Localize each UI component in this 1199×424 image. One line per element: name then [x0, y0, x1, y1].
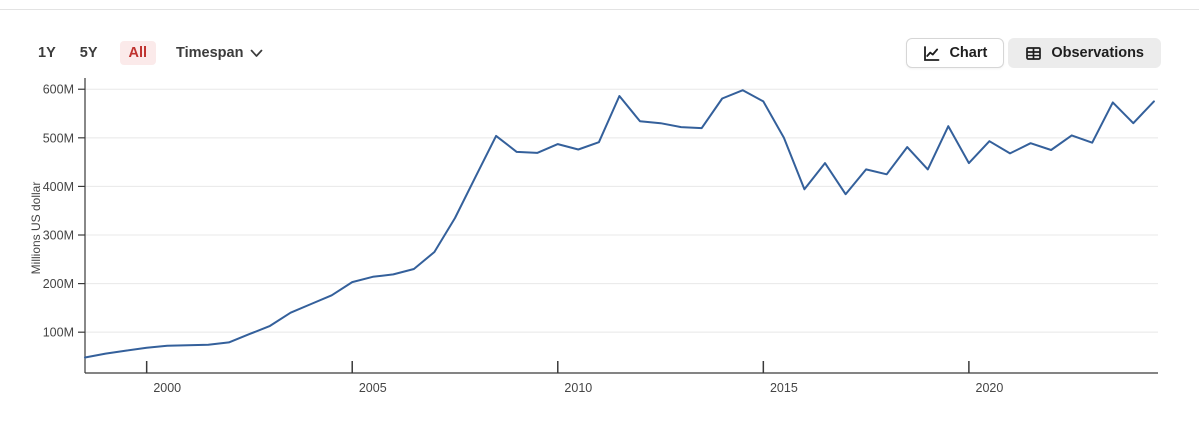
y-tick-label: 600M [43, 83, 74, 97]
table-icon [1025, 45, 1042, 62]
range-button-1y[interactable]: 1Y [38, 44, 56, 61]
y-tick-label: 100M [43, 326, 74, 340]
y-tick-label: 500M [43, 131, 74, 145]
chart-view-label: Chart [949, 44, 988, 61]
timespan-controls: 1Y 5Y All Timespan [36, 40, 263, 66]
x-tick-label: 2010 [564, 381, 592, 395]
chevron-down-icon [250, 45, 263, 63]
range-button-5y[interactable]: 5Y [79, 44, 98, 61]
chart-view-button[interactable]: Chart [906, 38, 1005, 68]
view-toggle: Chart Observations [906, 38, 1161, 68]
y-axis-title: Millions US dollar [29, 182, 43, 275]
y-tick-label: 200M [43, 277, 74, 291]
top-divider [0, 9, 1199, 10]
observations-view-button[interactable]: Observations [1008, 38, 1161, 68]
x-tick-label: 2020 [976, 381, 1004, 395]
series-line [84, 89, 1155, 359]
x-tick-label: 2005 [359, 381, 387, 395]
observations-view-label: Observations [1051, 44, 1144, 61]
chart-toolbar: 1Y 5Y All Timespan Chart [36, 38, 1161, 68]
line-chart-icon [923, 45, 940, 62]
y-tick-label: 400M [43, 180, 74, 194]
timespan-dropdown-label: Timespan [176, 44, 244, 61]
x-tick-label: 2015 [770, 381, 798, 395]
timespan-dropdown[interactable]: Timespan [176, 43, 263, 63]
x-tick-label: 2000 [153, 381, 181, 395]
range-button-all[interactable]: All [119, 40, 157, 66]
y-tick-label: 300M [43, 229, 74, 243]
